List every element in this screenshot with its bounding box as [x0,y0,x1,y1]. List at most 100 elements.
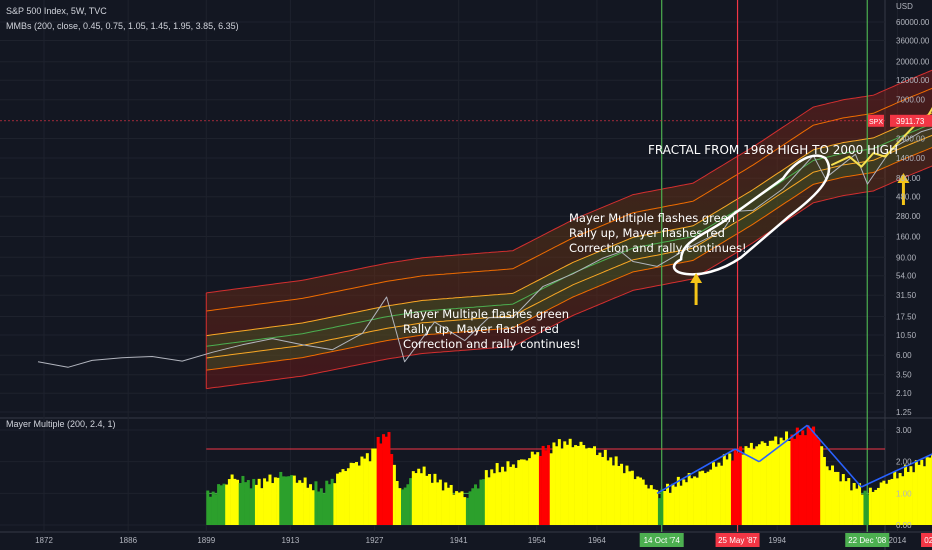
lower-annotation-line-1: Mayer Multiple flashes green [403,307,570,321]
mayer-bar [906,471,910,525]
mayer-bar [411,471,415,525]
mayer-bar [660,488,664,525]
mayer-bar [785,431,789,525]
x-tick-label: 1899 [197,536,215,545]
band-line [206,147,932,371]
current-price-bg [890,114,932,127]
mayer-bar [863,490,867,525]
mayer-bar [695,477,699,525]
mayer-bar [579,441,583,525]
mayer-bar [820,446,824,525]
mayer-bar [728,453,732,525]
mayer-bar [925,457,929,525]
mayer-bar [647,488,651,525]
mayer-bar [373,448,377,525]
mayer-bar [587,447,591,525]
mayer-bar [584,448,588,525]
mayer-bar [206,490,210,525]
mayer-bar [776,444,780,525]
mayer-bar [806,425,810,525]
mayer-bar [741,454,745,525]
mayer-bar [766,445,770,525]
mayer-bar [541,445,545,525]
mayer-bar [444,482,448,525]
up-arrow-head [690,273,703,283]
mayer-bar [755,446,759,525]
mayer-bar [455,491,459,525]
mayer-bar [438,479,442,525]
mayer-bar [400,489,404,525]
mayer-bar [620,463,624,525]
vertical-date-markers: 14 Oct '74 25 May '87 22 Dec '08 02 Aug '21 [639,0,932,547]
mayer-bar [292,475,296,525]
mayer-bar [519,459,523,525]
mayer-bar [382,434,386,525]
mayer-bar [763,442,767,525]
mayer-bar [630,470,634,525]
mayer-bar [300,482,304,525]
mayer-bar [257,478,261,525]
x-tick-label: 1964 [588,536,606,545]
mayer-bar [736,452,740,525]
mayer-bar [509,466,513,525]
lower-annotation-line-3: Correction and rally continues! [403,337,581,351]
mayer-bar [474,484,478,525]
mayer-bar [644,484,648,525]
y-tick-label: 10.50 [896,331,917,340]
mayer-bar [379,443,383,525]
mayer-bar [511,464,515,525]
mayer-bar [460,491,464,525]
mayer-bar [771,440,775,525]
band-line [206,69,932,294]
mayer-bar [779,437,783,525]
mayer-bar [649,485,653,525]
mayer-bar [552,442,556,525]
mayer-bar [233,478,237,525]
mayer-bar [352,463,356,525]
mayer-bar [663,490,667,525]
mayer-bar [693,476,697,525]
mayer-bar [425,475,429,525]
mayer-bar [225,484,229,525]
mayer-bar [484,470,488,525]
mayer-bar [590,448,594,525]
mayer-bar [774,436,778,525]
mayer-bar [757,444,761,525]
mayer-bar [722,454,726,525]
mayer-bar [476,488,480,525]
mayer-bar [230,474,234,525]
mayer-bar [795,427,799,525]
lower-annotation-line-2: Rally up, Mayer flashes red [403,322,559,336]
mayer-bar [636,476,640,525]
mayer-bar [852,482,856,525]
x-tick-label: 1994 [768,536,786,545]
mayer-bar [395,480,399,525]
fractal-annotation: FRACTAL FROM 1968 HIGH TO 2000 HIGH [648,143,898,157]
x-tick-label: 1872 [35,536,53,545]
mayer-bar [560,448,564,525]
mayer-bar [465,497,469,525]
mayer-bar [593,446,597,525]
mayer-bar [490,469,494,525]
y-tick-label: 3.50 [896,371,912,380]
mayer-bar [855,488,859,525]
mayer-bar [782,440,786,525]
mayer-bar [452,494,456,525]
mayer-bar [676,476,680,525]
mayer-bar [709,469,713,525]
mayer-bar [428,474,432,525]
upper-annotation-line-3: Correction and rally continues! [569,241,747,255]
mayer-bar [333,483,337,525]
x-tick-label: 1954 [528,536,546,545]
y-tick-label: 20000.00 [896,58,930,67]
mayer-bar [479,479,483,525]
mayer-bar [909,466,913,525]
mayer-bar [557,439,561,525]
mayer-bar [244,482,248,525]
mayer-bar [839,481,843,525]
series-price [37,128,932,368]
mayer-bar [341,469,345,525]
mayer-bar [555,446,559,525]
mayer-bar [522,459,526,525]
